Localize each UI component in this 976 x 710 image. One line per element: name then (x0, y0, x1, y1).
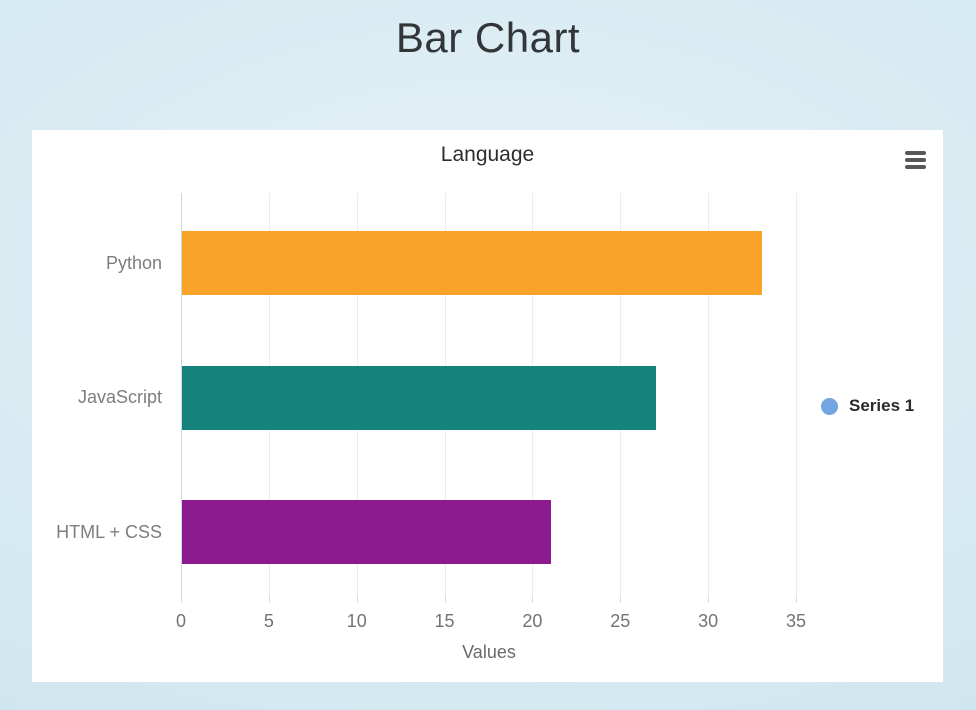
legend-label: Series 1 (849, 396, 915, 415)
category-label-javascript: JavaScript (77, 387, 162, 408)
tick-mark-5 (268, 597, 270, 603)
legend-marker-icon (821, 397, 838, 415)
hamburger-bar (905, 158, 926, 162)
x-tick-label-30: 30 (698, 611, 719, 631)
x-tick-label-15: 15 (434, 611, 455, 631)
tick-mark-35 (796, 597, 797, 603)
hamburger-bar (905, 165, 926, 169)
x-tick-label-10: 10 (346, 611, 367, 631)
hamburger-menu-icon[interactable] (905, 150, 927, 170)
category-label-python: Python (105, 252, 162, 273)
x-tick-label-35: 35 (785, 611, 807, 631)
gridline-0 (181, 193, 182, 597)
x-tick-label-0: 0 (175, 611, 187, 631)
x-tick-label-20: 20 (522, 611, 543, 631)
tick-mark-30 (708, 597, 710, 603)
x-tick-label-5: 5 (263, 611, 274, 631)
tick-mark-20 (532, 597, 534, 603)
tick-mark-10 (356, 597, 358, 603)
bar-javascript[interactable] (182, 365, 657, 430)
tick-mark-15 (444, 597, 446, 603)
gridline-35 (796, 193, 797, 597)
tick-mark-25 (620, 597, 622, 603)
chart-panel: Language Python JavaScript HTML + CSS 0 5 10… (32, 130, 943, 682)
gridline-30 (708, 193, 710, 597)
chart-title: Language (440, 143, 535, 166)
x-axis-title: Values (462, 642, 516, 662)
tick-mark-0 (181, 597, 182, 603)
hamburger-bar (905, 151, 926, 155)
legend-item-series-1[interactable]: Series 1 (821, 396, 914, 416)
plot-area (181, 193, 871, 603)
bar-html-css[interactable] (182, 500, 551, 565)
x-tick-label-25: 25 (610, 611, 631, 631)
page-title: Bar Chart (395, 14, 581, 61)
bar-python[interactable] (182, 231, 762, 295)
category-label-html-css: HTML + CSS (56, 521, 162, 542)
